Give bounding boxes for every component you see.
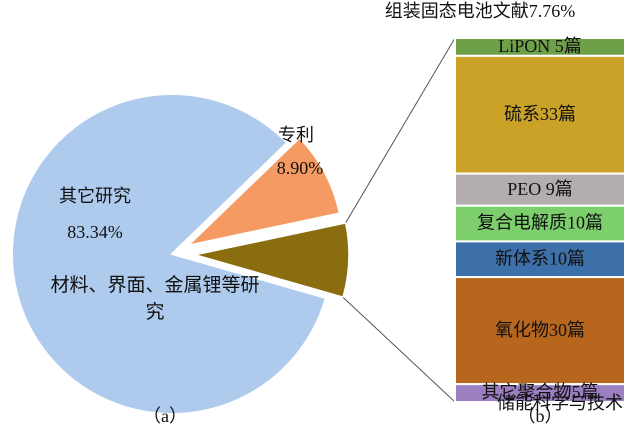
caption: （a） xyxy=(143,406,187,426)
connector xyxy=(345,37,456,223)
bar-label: 其它聚合物5篇 xyxy=(482,382,599,402)
bar-segment xyxy=(454,172,626,207)
pie-slice xyxy=(184,136,341,248)
connector xyxy=(342,297,456,403)
bar-label: 新体系10篇 xyxy=(495,248,585,268)
bar-segment xyxy=(454,383,626,403)
pie-category: 专利 xyxy=(278,125,314,145)
pie-category: 其它研究 xyxy=(59,186,131,206)
annotation: 材料、界面、金属锂等研究 xyxy=(50,275,260,323)
watermark: 储能科学与技术 xyxy=(497,393,623,414)
bar-label: PEO 9篇 xyxy=(507,179,573,199)
pie-value-label: 8.90% xyxy=(277,158,324,178)
pie-slice xyxy=(11,93,328,415)
bar-label: LiPON 5篇 xyxy=(498,36,582,56)
caption: （b） xyxy=(518,406,563,426)
bar-segment xyxy=(454,240,626,279)
bar-label: 硫系33篇 xyxy=(504,104,576,124)
pie-slice xyxy=(193,221,351,299)
bar-label: 氧化物30篇 xyxy=(495,320,585,340)
bar-label: 复合电解质10篇 xyxy=(477,213,603,233)
bar-segment xyxy=(454,276,626,386)
pie-value-label: 83.34% xyxy=(67,222,123,242)
bar-segment xyxy=(454,54,626,175)
pie-value-label: 组装固态电池文献7.76% xyxy=(385,1,576,21)
